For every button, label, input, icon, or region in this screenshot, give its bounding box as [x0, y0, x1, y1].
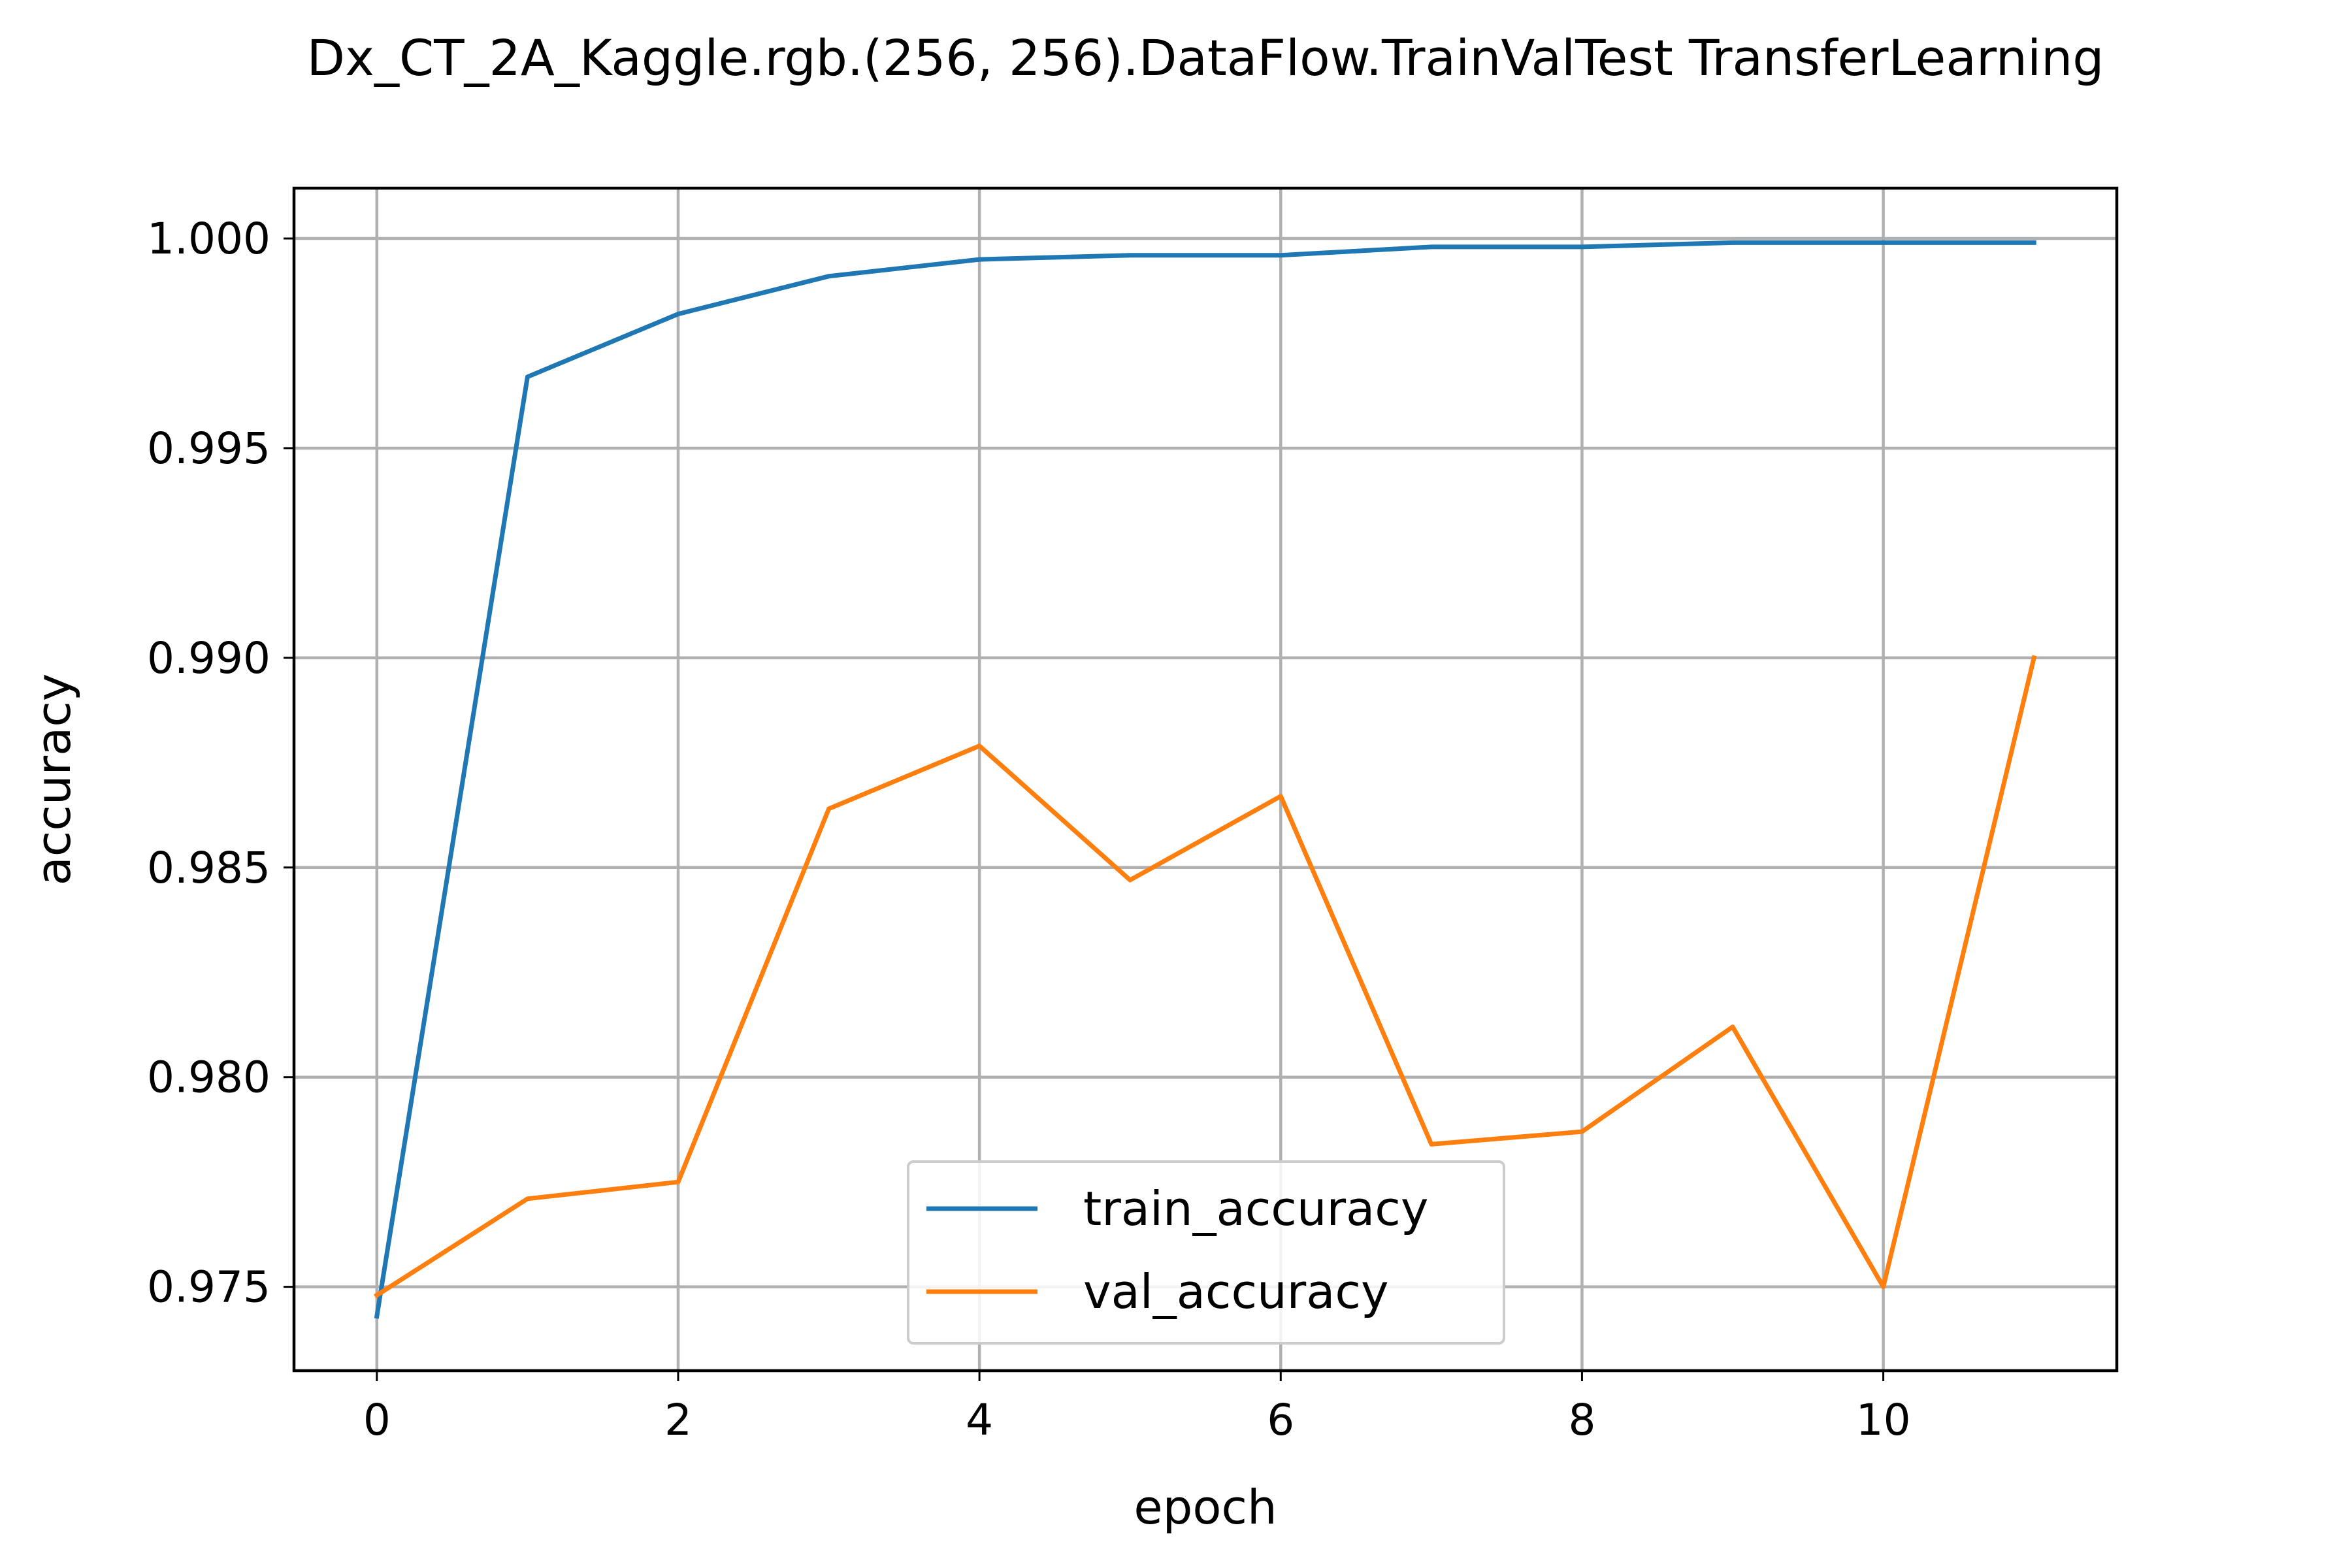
x-tick-label: 2	[664, 1395, 692, 1445]
y-tick-label: 0.985	[147, 843, 270, 893]
legend-label-val-accuracy: val_accuracy	[1083, 1264, 1389, 1319]
x-axis-label: epoch	[1134, 1480, 1277, 1535]
chart-title: Dx_CT_2A_Kaggle.rgb.(256, 256).DataFlow.…	[307, 29, 2104, 87]
y-tick-label: 0.980	[147, 1053, 270, 1103]
legend-items: train_accuracy val_accuracy	[926, 1181, 1428, 1319]
x-tick-label: 4	[966, 1395, 993, 1445]
x-tick-label: 10	[1856, 1395, 1911, 1445]
y-axis-label: accuracy	[26, 674, 81, 886]
y-tick-label: 0.995	[147, 423, 270, 474]
grid	[294, 188, 2117, 1371]
legend: train_accuracy val_accuracy	[907, 1160, 1505, 1345]
legend-box	[907, 1160, 1505, 1345]
y-tick-label: 0.975	[147, 1262, 270, 1313]
series-line-val-accuracy	[373, 655, 2037, 1299]
y-axis-ticks: 0.975 0.980 0.985 0.990 0.995 1.000	[147, 214, 294, 1313]
series-lines	[373, 240, 2037, 1319]
y-tick-label: 1.000	[147, 214, 270, 264]
plot-frame	[292, 186, 2119, 1373]
x-tick-label: 0	[363, 1395, 391, 1445]
x-axis-ticks: 0 2 4 6 8 10	[363, 1371, 1911, 1445]
x-tick-label: 8	[1568, 1395, 1595, 1445]
legend-label-train-accuracy: train_accuracy	[1083, 1181, 1428, 1236]
x-tick-label: 6	[1267, 1395, 1294, 1445]
y-tick-label: 0.990	[147, 633, 270, 683]
series-line-train-accuracy	[374, 240, 2036, 1319]
